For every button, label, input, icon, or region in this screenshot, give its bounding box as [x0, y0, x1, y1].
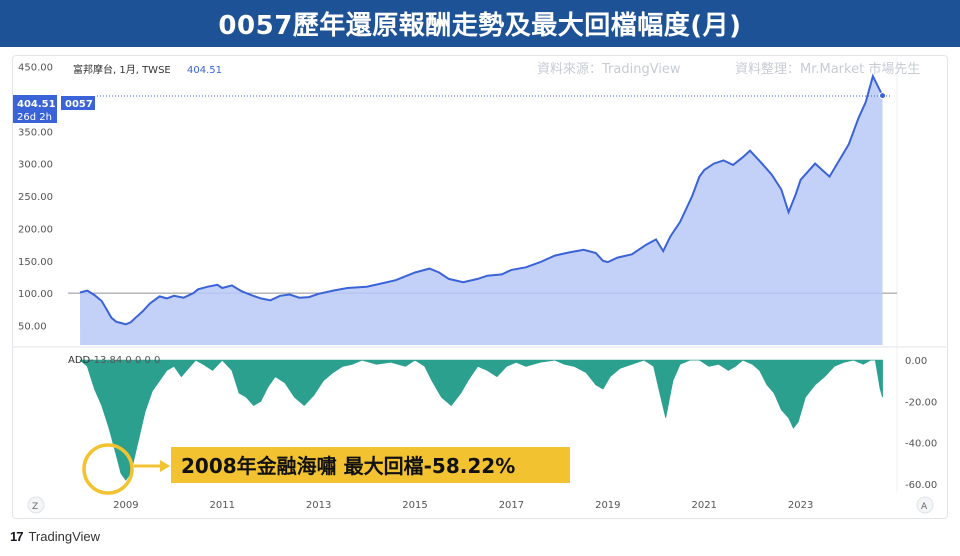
x-tick-label: 2009 — [113, 500, 138, 511]
page-title: 0057歷年還原報酬走勢及最大回檔幅度(月) — [0, 0, 960, 47]
price-series-line — [79, 73, 884, 326]
annotation-arrow-head — [160, 460, 170, 472]
symbol-tag-box — [61, 96, 95, 110]
annotation-circle — [82, 443, 134, 495]
annotation-text: 2008年金融海嘯 最大回檔-58.22% — [181, 454, 515, 478]
tradingview-brand: TradingView — [28, 528, 101, 544]
price-tag-value: 404.51 — [17, 99, 56, 110]
price-y-tick-label: 250.00 — [18, 192, 53, 203]
price-tag-box — [13, 95, 57, 123]
x-tick-label: 2023 — [788, 500, 813, 511]
drawdown-y-tick-label: -40.00 — [905, 439, 937, 450]
drawdown-y-tick-label: -60.00 — [905, 480, 937, 491]
symbol-tag-text: 0057 — [65, 99, 93, 110]
price-y-tick-label: 300.00 — [18, 160, 53, 171]
legend-last-value: 404.51 — [187, 65, 222, 76]
drawdown-y-tick-label: 0.00 — [905, 356, 927, 367]
x-tick-label: 2017 — [499, 500, 524, 511]
price-y-tick-label: 50.00 — [18, 322, 47, 333]
x-tick-label: 2011 — [210, 500, 235, 511]
credit-arranged: 資料整理：Mr.Market 市場先生 — [735, 61, 920, 77]
drawdown-legend-label: ADD — [68, 355, 91, 366]
price-y-tick-label: 350.00 — [18, 127, 53, 138]
legend-symbol: 富邦摩台, 1月, TWSE — [73, 63, 171, 76]
price-y-tick-label: 450.00 — [18, 62, 53, 73]
tradingview-logo: 17 — [10, 528, 24, 544]
price-y-tick-label: 200.00 — [18, 224, 53, 235]
price-tag-countdown: 26d 2h — [17, 112, 52, 123]
footer: 17 TradingView — [10, 524, 100, 548]
drawdown-area-fill — [79, 359, 883, 481]
auto-scale-button-label: A — [921, 502, 928, 512]
price-y-tick-label: 100.00 — [18, 289, 53, 300]
x-tick-label: 2021 — [691, 500, 716, 511]
drawdown-y-tick-label: -20.00 — [905, 397, 937, 408]
auto-scale-button[interactable] — [916, 496, 934, 514]
annotation-box — [171, 447, 570, 483]
credit-source: 資料來源：TradingView — [537, 62, 681, 77]
zoom-button-label: Z — [32, 502, 38, 512]
x-tick-label: 2019 — [595, 500, 620, 511]
drawdown-legend-values: -13.84 0 0 0 0 — [90, 355, 160, 366]
last-price-dot — [879, 92, 887, 100]
price-y-tick-label: 150.00 — [18, 257, 53, 268]
x-tick-label: 2013 — [306, 500, 331, 511]
x-tick-label: 2015 — [402, 500, 427, 511]
zoom-button[interactable] — [27, 496, 45, 514]
price-area-fill — [80, 76, 883, 345]
